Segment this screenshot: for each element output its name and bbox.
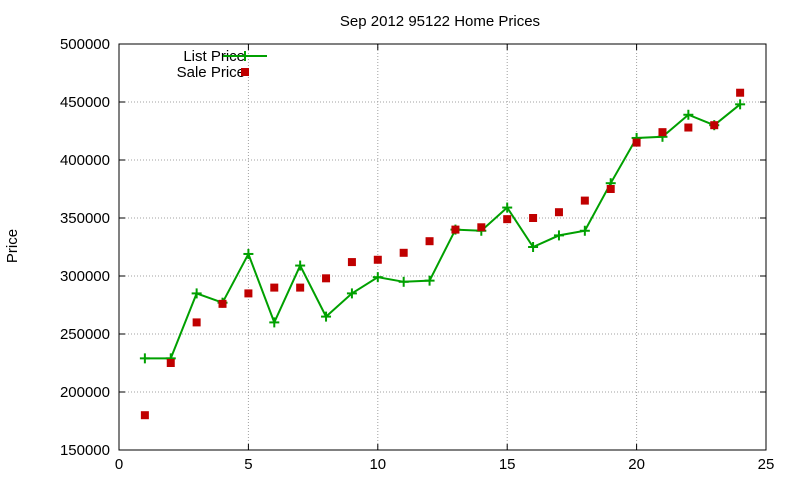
legend-label: List Price (183, 48, 245, 65)
list-price-point (398, 276, 409, 287)
list-price-point (528, 242, 539, 252)
list-price-point (346, 288, 357, 299)
list-price-point (191, 288, 202, 299)
sale-price-point (529, 214, 538, 222)
list-price-point (424, 275, 435, 286)
x-tick-label: 10 (369, 456, 386, 473)
sale-price-point (451, 225, 460, 234)
grid (119, 44, 766, 450)
sale-price-point (710, 121, 719, 130)
sale-price-series (140, 88, 745, 420)
sale-price-point (166, 359, 175, 367)
plot-border (118, 43, 767, 451)
sale-price-point (296, 283, 305, 292)
x-tick-label: 15 (499, 456, 516, 473)
list-price-point (269, 317, 280, 328)
list-price-point (372, 272, 383, 283)
sale-price-point (270, 283, 279, 292)
x-tick-label: 25 (758, 456, 775, 473)
sale-price-point (606, 185, 615, 193)
chart-title: Sep 2012 95122 Home Prices (340, 13, 540, 30)
list-price-point (553, 230, 564, 241)
series-layer (139, 88, 746, 420)
list-price-point (295, 260, 306, 271)
y-tick-label: 350000 (60, 210, 110, 227)
sale-price-point (425, 237, 434, 246)
list-price-point (243, 248, 254, 259)
list-price-point (683, 109, 694, 120)
y-tick-label: 450000 (60, 94, 110, 111)
sale-price-point (580, 196, 589, 205)
sale-price-point (632, 138, 641, 147)
y-tick-label: 250000 (60, 326, 110, 343)
sale-price-point (347, 258, 356, 267)
legend-swatch (241, 68, 249, 76)
sale-price-point (684, 123, 693, 132)
list-price-line (144, 103, 741, 360)
sale-price-point (322, 274, 331, 283)
list-price-point (502, 202, 513, 213)
list-price-point (579, 225, 590, 236)
list-price-series (139, 99, 746, 364)
sale-price-point (399, 248, 408, 257)
x-tick-label: 5 (244, 456, 252, 473)
sale-price-point (736, 88, 745, 97)
y-tick-label: 150000 (60, 442, 110, 459)
sale-price-point (373, 255, 382, 264)
x-tick-label: 0 (115, 456, 123, 473)
x-tick-label: 20 (628, 456, 645, 473)
ticks: 150000 200000 250000 300000 350000 400000 4500… (60, 36, 774, 473)
sale-price-point (554, 208, 563, 217)
y-axis-label: Price (4, 229, 21, 263)
list-price-point (321, 311, 332, 322)
legend-swatch (223, 51, 267, 61)
legend-label: Sale Price (177, 64, 245, 81)
y-tick-label: 200000 (60, 384, 110, 401)
sale-price-point (658, 128, 667, 137)
sale-price-point (477, 223, 486, 232)
sale-price-point (218, 299, 227, 308)
y-tick-label: 500000 (60, 36, 110, 53)
list-price-point (139, 353, 150, 364)
y-tick-label: 300000 (60, 268, 110, 285)
list-price-point (735, 99, 746, 110)
sale-price-point (140, 411, 149, 420)
y-tick-label: 400000 (60, 152, 110, 169)
sale-price-point (503, 215, 512, 224)
sale-price-point (244, 289, 253, 298)
sale-price-point (192, 318, 201, 327)
